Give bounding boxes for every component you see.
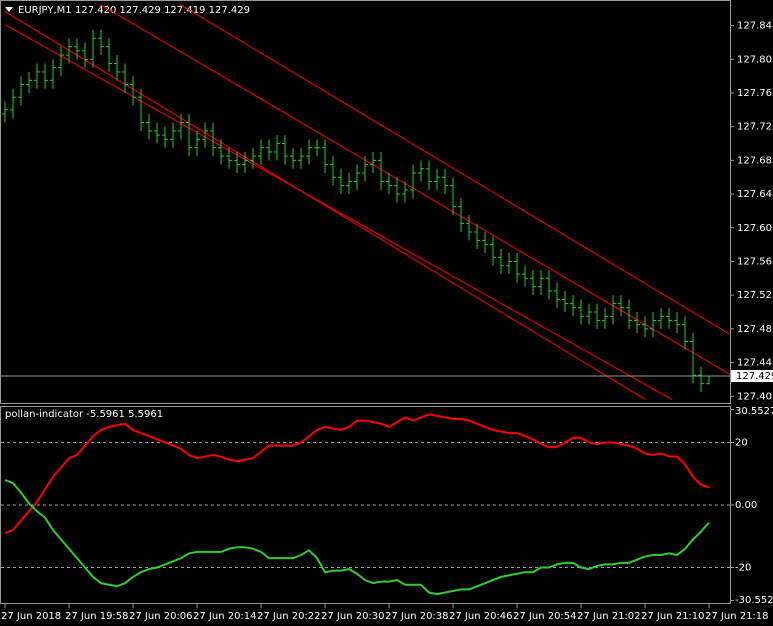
- x-tick-label: 27 Jun 20:38: [385, 611, 449, 622]
- main-panel-frame: [0, 0, 731, 404]
- last-price-label: 127.429: [736, 371, 773, 382]
- x-tick-label: 27 Jun 2018: [1, 611, 61, 622]
- y-tick-label: 127.565: [737, 256, 773, 267]
- y-tick-label: 127.725: [737, 122, 773, 133]
- channel-line: [179, 4, 730, 335]
- y-tick-label: 127.845: [737, 21, 773, 32]
- y-tick-label: 127.605: [737, 223, 773, 234]
- y-tick-label: 127.445: [737, 358, 773, 369]
- y-tick-label: 127.405: [737, 391, 773, 402]
- x-tick-label: 27 Jun 20:54: [513, 611, 577, 622]
- main-plot: [1, 4, 730, 401]
- indicator-line: [4, 479, 710, 596]
- x-tick-label: 27 Jun 21:18: [705, 611, 769, 622]
- x-tick-label: 27 Jun 19:58: [65, 611, 129, 622]
- indicator-title: pollan-indicator -5.5961 5.5961: [5, 409, 163, 420]
- indicator-line: [4, 413, 710, 535]
- y-tick-label: 127.485: [737, 324, 773, 335]
- y-tick-label: 127.765: [737, 88, 773, 99]
- symbol-title: EURJPY,M1: [18, 5, 72, 16]
- channel-line: [4, 24, 673, 401]
- x-tick-label: 27 Jun 20:06: [129, 611, 193, 622]
- x-tick-label: 27 Jun 21:02: [577, 611, 641, 622]
- channel-line: [4, 11, 646, 400]
- x-tick-label: 27 Jun 20:30: [321, 611, 385, 622]
- menu-arrow[interactable]: [5, 7, 13, 12]
- y-tick-label: 127.685: [737, 155, 773, 166]
- y-tick-label: 20: [735, 437, 748, 448]
- x-tick-label: 27 Jun 20:22: [257, 611, 321, 622]
- x-tick-label: 27 Jun 21:10: [641, 611, 705, 622]
- y-tick-label: 0.00: [735, 500, 757, 511]
- y-tick-label: 127.525: [737, 290, 773, 301]
- y-tick-label: 30.5527: [735, 406, 773, 417]
- y-tick-label: 127.805: [737, 54, 773, 65]
- y-tick-label: -20: [735, 563, 751, 574]
- last-price-box: [731, 370, 773, 383]
- x-tick-label: 27 Jun 20:14: [193, 611, 257, 622]
- y-tick-label: -30.5527: [735, 595, 773, 606]
- x-tick-label: 27 Jun 20:46: [449, 611, 513, 622]
- y-tick-label: 127.645: [737, 189, 773, 200]
- quote-text: 127.420 127.429 127.419 127.429: [75, 5, 250, 16]
- channel-line: [99, 4, 730, 375]
